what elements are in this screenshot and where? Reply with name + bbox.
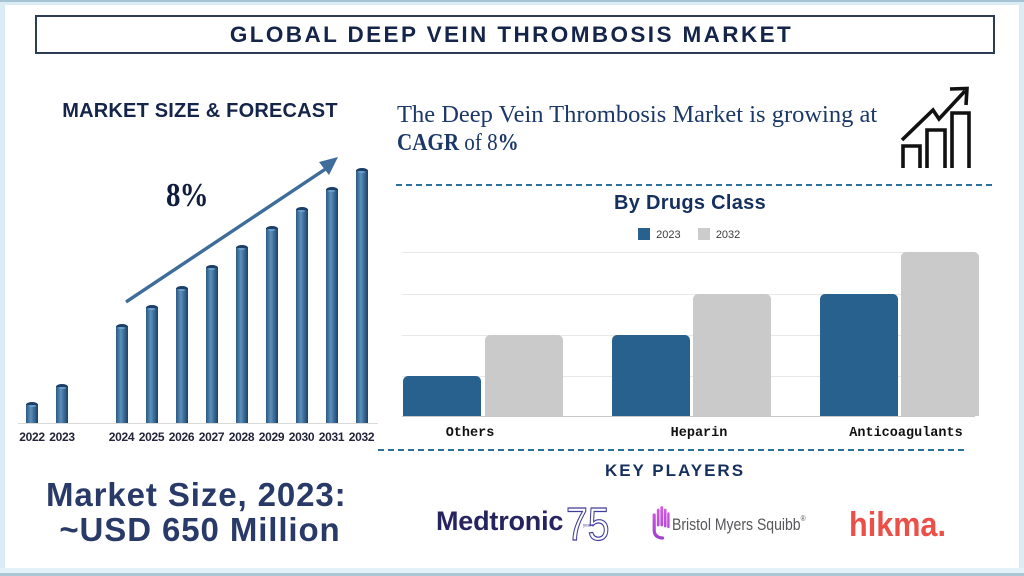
svg-text:years: years	[583, 523, 595, 528]
svg-text:75: 75	[566, 503, 609, 547]
